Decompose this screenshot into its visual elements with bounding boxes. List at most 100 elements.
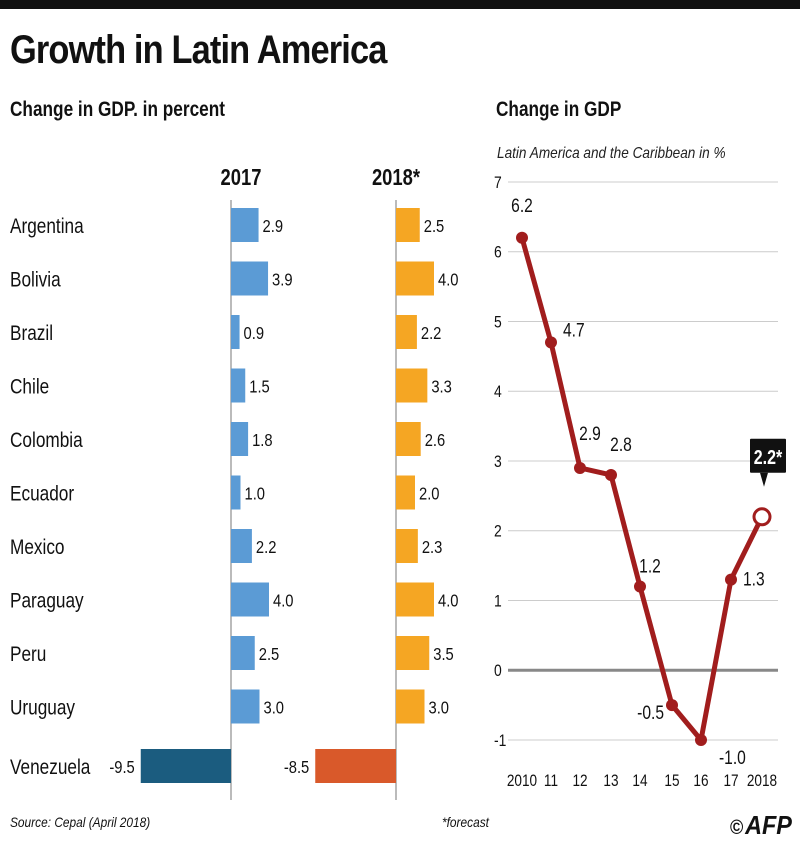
bar-2017-brazil bbox=[231, 315, 240, 349]
country-label-venezuela: Venezuela bbox=[10, 757, 91, 780]
bar-label-2018-argentina: 2.5 bbox=[424, 217, 444, 237]
bar-2018-uruguay bbox=[396, 689, 425, 724]
bar-2018-bolivia bbox=[396, 261, 434, 296]
bar-label-2017-bolivia: 3.9 bbox=[272, 270, 292, 290]
bar-label-2017-argentina: 2.9 bbox=[263, 217, 283, 237]
bar-2018-ecuador bbox=[396, 475, 415, 510]
point-label-15: -0.5 bbox=[637, 702, 664, 724]
bar-2018-argentina bbox=[396, 208, 420, 242]
bar-label-2018-chile: 3.3 bbox=[431, 377, 451, 397]
bar-2018-chile bbox=[396, 368, 428, 403]
x-tick-2010: 2010 bbox=[507, 772, 537, 791]
bar-label-2017-peru: 2.5 bbox=[259, 645, 279, 665]
y-tick-4: 4 bbox=[494, 383, 502, 402]
point-label-2018-forecast: 2.2* bbox=[754, 446, 783, 468]
country-label-argentina: Argentina bbox=[10, 216, 84, 239]
point-2018 bbox=[752, 507, 772, 527]
bar-label-2018-bolivia: 4.0 bbox=[438, 270, 458, 290]
point-label-17: 1.3 bbox=[743, 568, 765, 590]
bar-chart-subtitle: Change in GDP. in percent bbox=[10, 98, 225, 121]
bar-2017-bolivia bbox=[231, 261, 269, 296]
bar-2017-peru bbox=[231, 636, 255, 670]
line-chart-title: Change in GDP bbox=[496, 98, 622, 121]
bar-2018-brazil bbox=[396, 315, 417, 349]
page-title: Growth in Latin America bbox=[10, 28, 387, 72]
bar-label-2018-venezuela: -8.5 bbox=[284, 758, 309, 778]
x-tick-11: 11 bbox=[544, 772, 558, 791]
afp-logo-text: AFP bbox=[745, 810, 792, 840]
series-header-2018: 2018* bbox=[372, 165, 421, 190]
afp-logo: ©AFP bbox=[730, 810, 792, 841]
bar-2017-colombia bbox=[231, 422, 249, 456]
bar-label-2018-colombia: 2.6 bbox=[425, 431, 445, 451]
point-label-16: -1.0 bbox=[719, 747, 746, 769]
bar-label-2017-uruguay: 3.0 bbox=[264, 698, 284, 718]
bar-2017-paraguay bbox=[231, 582, 269, 617]
x-tick-17: 17 bbox=[723, 772, 738, 791]
point-14 bbox=[634, 580, 646, 593]
bar-2017-venezuela bbox=[140, 749, 231, 783]
bar-2017-ecuador bbox=[231, 475, 241, 510]
y-tick-2: 2 bbox=[494, 523, 502, 542]
point-label-13: 2.8 bbox=[610, 433, 632, 455]
bar-2018-colombia bbox=[396, 422, 421, 456]
point-16 bbox=[695, 734, 707, 746]
point-12 bbox=[574, 461, 586, 474]
bar-2018-peru bbox=[396, 636, 430, 670]
point-label-14: 1.2 bbox=[639, 555, 661, 577]
source-note: Source: Cepal (April 2018) bbox=[10, 814, 151, 830]
country-label-paraguay: Paraguay bbox=[10, 590, 84, 613]
bar-label-2018-brazil: 2.2 bbox=[421, 324, 441, 344]
x-tick-14: 14 bbox=[632, 772, 648, 791]
point-11 bbox=[545, 336, 557, 349]
y-tick--1: -1 bbox=[494, 732, 506, 751]
point-15 bbox=[666, 699, 678, 712]
point-2010 bbox=[516, 231, 528, 244]
top-bar bbox=[0, 0, 800, 9]
bar-2017-chile bbox=[231, 368, 246, 403]
bar-2018-mexico bbox=[396, 529, 418, 563]
y-tick-5: 5 bbox=[494, 313, 502, 332]
x-tick-12: 12 bbox=[572, 772, 587, 791]
x-tick-15: 15 bbox=[664, 772, 679, 791]
country-label-ecuador: Ecuador bbox=[10, 483, 75, 506]
point-label-2010: 6.2 bbox=[511, 194, 533, 216]
x-tick-2018: 2018 bbox=[747, 772, 777, 791]
x-tick-13: 13 bbox=[603, 772, 618, 791]
bar-label-2017-paraguay: 4.0 bbox=[273, 591, 293, 611]
country-label-chile: Chile bbox=[10, 376, 49, 399]
copyright-symbol: © bbox=[730, 817, 744, 839]
gdp-line bbox=[519, 237, 765, 743]
bar-label-2018-peru: 3.5 bbox=[433, 645, 453, 665]
bar-2018-paraguay bbox=[396, 582, 434, 617]
point-label-12: 2.9 bbox=[579, 422, 601, 444]
bar-label-2017-colombia: 1.8 bbox=[252, 431, 272, 451]
y-tick-1: 1 bbox=[494, 592, 502, 611]
country-label-bolivia: Bolivia bbox=[10, 269, 61, 292]
country-label-colombia: Colombia bbox=[10, 430, 83, 453]
bar-label-2017-chile: 1.5 bbox=[249, 377, 269, 397]
forecast-callout-pointer bbox=[760, 472, 768, 487]
country-label-uruguay: Uruguay bbox=[10, 697, 75, 720]
bar-label-2017-mexico: 2.2 bbox=[256, 538, 276, 558]
country-label-peru: Peru bbox=[10, 644, 46, 667]
country-label-brazil: Brazil bbox=[10, 323, 53, 346]
point-13 bbox=[605, 468, 617, 481]
bar-label-2017-brazil: 0.9 bbox=[244, 324, 264, 344]
bar-2017-argentina bbox=[231, 208, 259, 242]
country-label-mexico: Mexico bbox=[10, 537, 65, 560]
forecast-callout-box bbox=[750, 438, 786, 473]
series-header-2017: 2017 bbox=[221, 165, 262, 190]
bar-2017-mexico bbox=[231, 529, 252, 563]
bar-2018-venezuela bbox=[315, 749, 396, 783]
line-chart-caption: Latin America and the Caribbean in % bbox=[497, 145, 726, 162]
y-tick-3: 3 bbox=[494, 453, 502, 472]
bar-label-2018-ecuador: 2.0 bbox=[419, 484, 439, 504]
bar-2017-uruguay bbox=[231, 689, 260, 724]
bar-label-2018-uruguay: 3.0 bbox=[429, 698, 449, 718]
x-tick-16: 16 bbox=[693, 772, 708, 791]
forecast-footnote: *forecast bbox=[442, 814, 489, 830]
point-17 bbox=[725, 573, 737, 586]
bar-label-2018-mexico: 2.3 bbox=[422, 538, 442, 558]
